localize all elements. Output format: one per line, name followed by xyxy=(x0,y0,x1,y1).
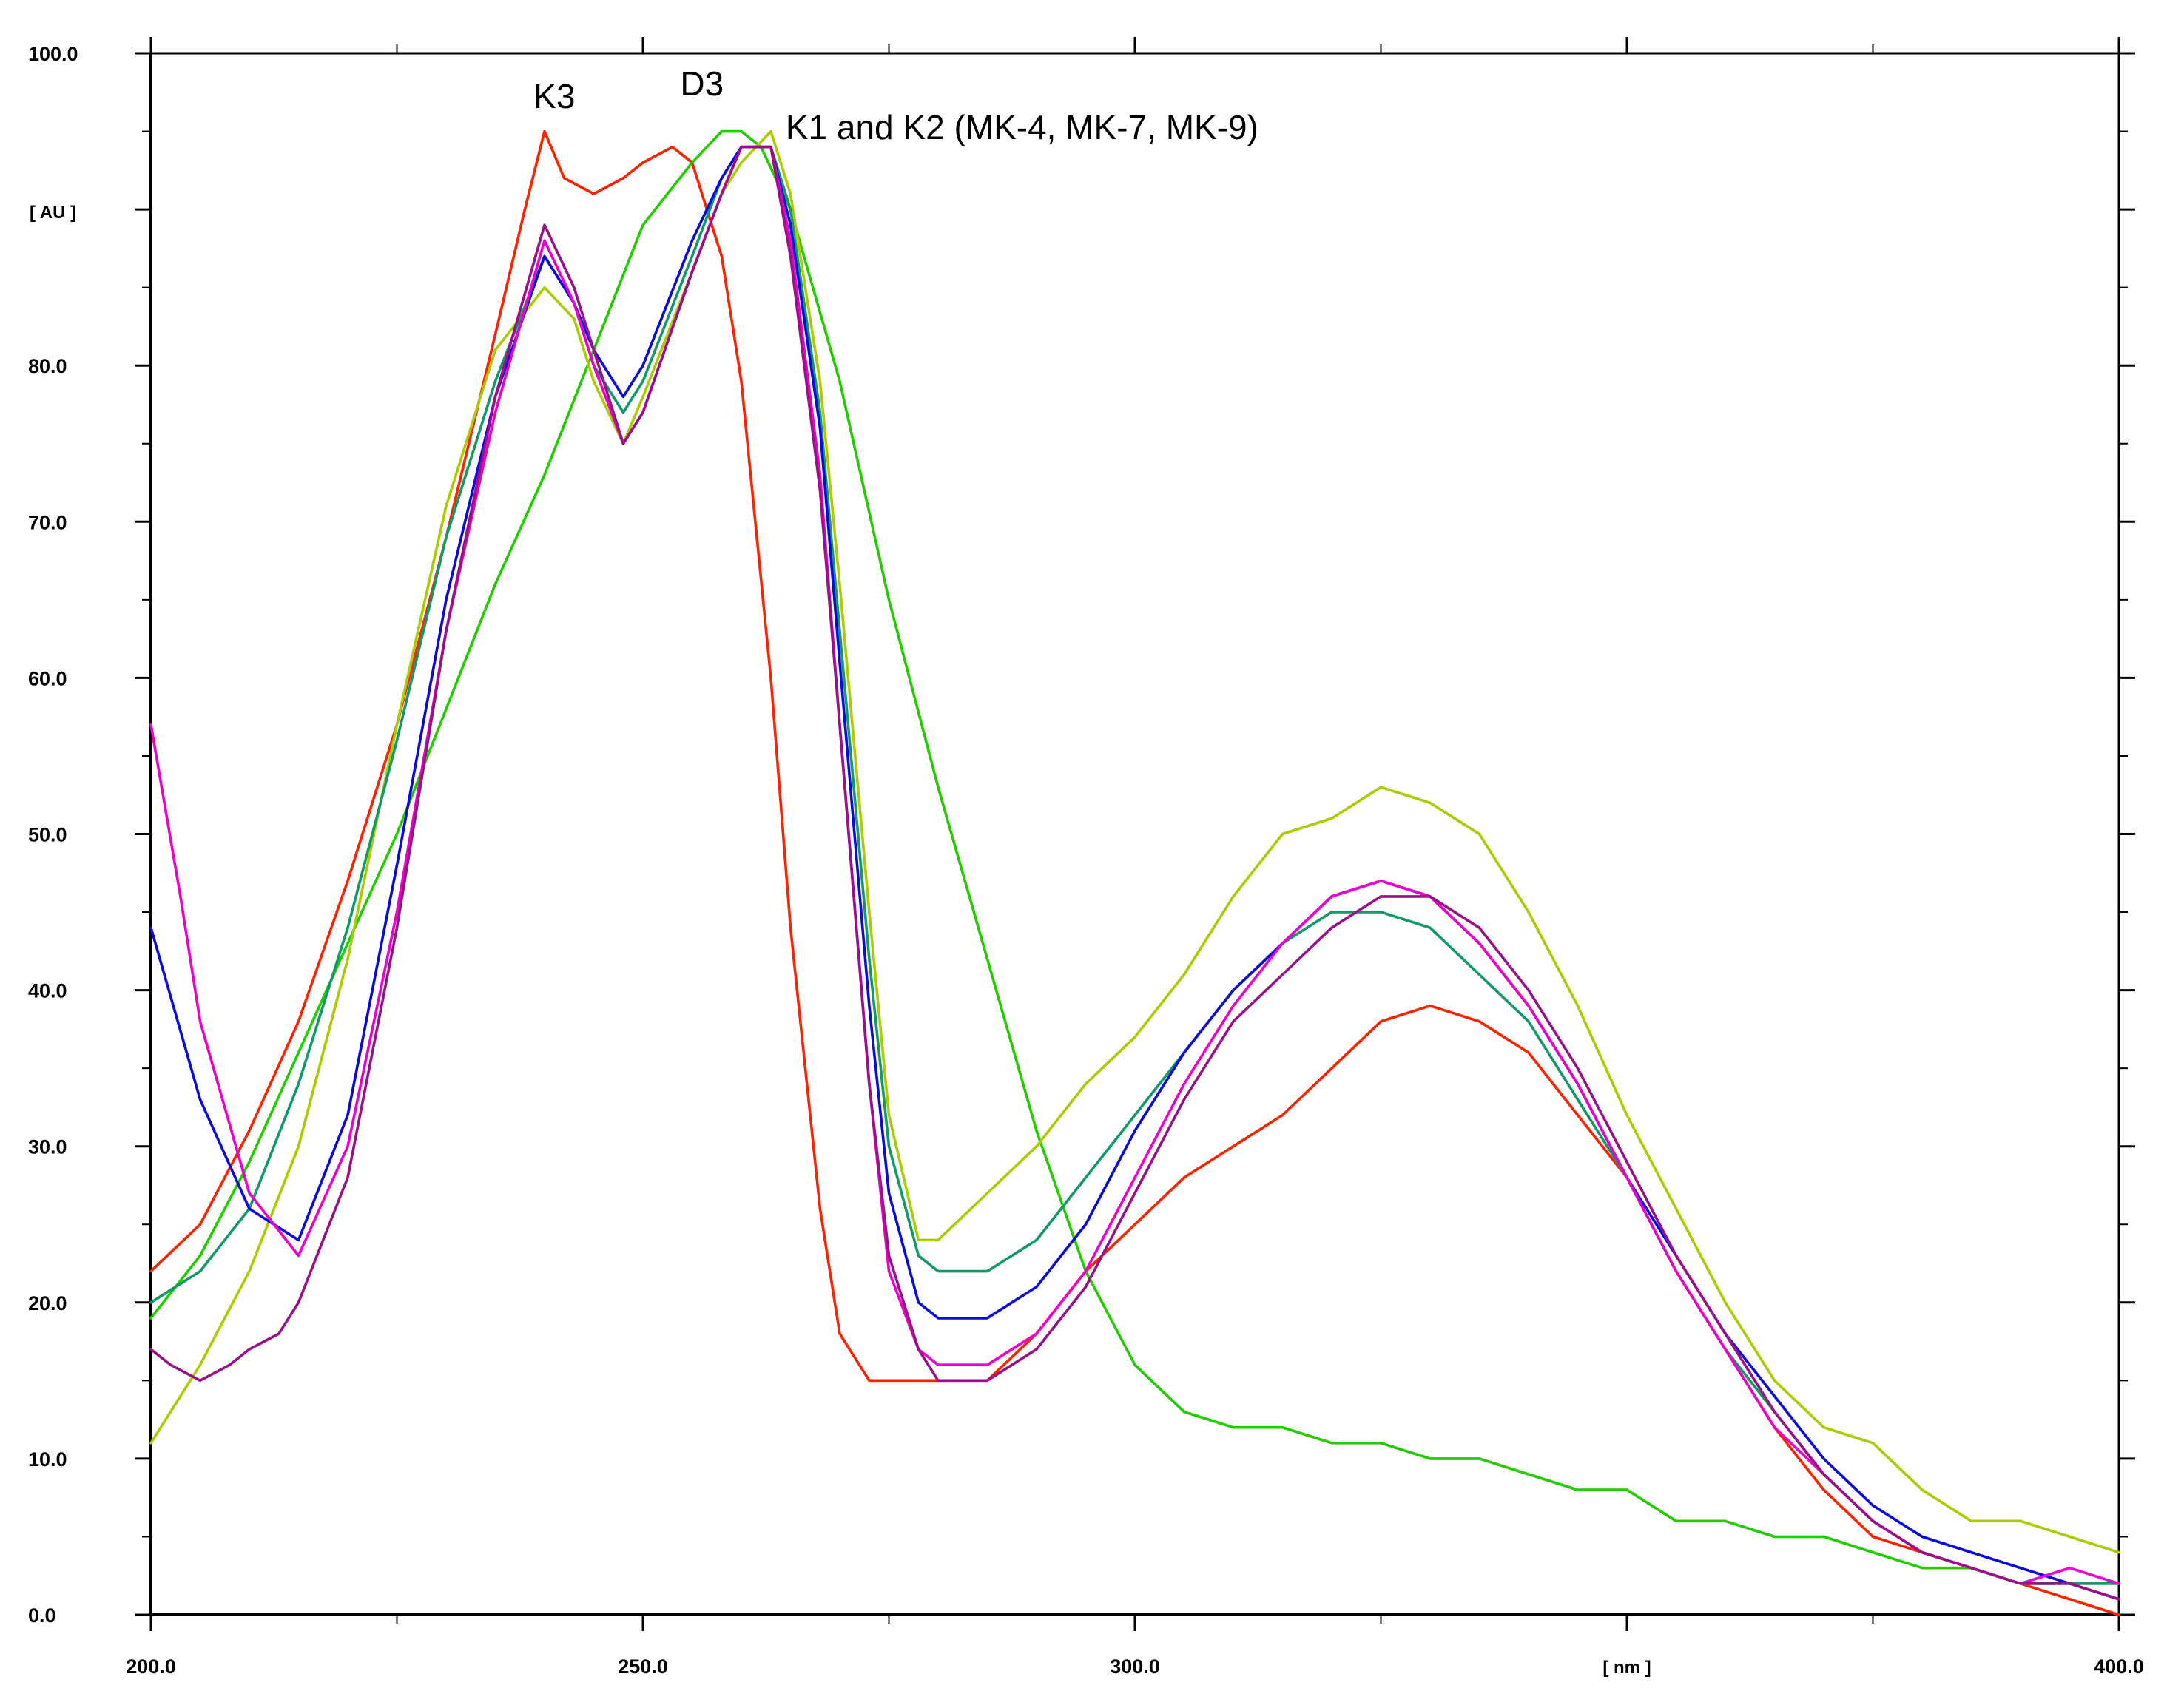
series-line-5 xyxy=(149,145,2120,1585)
y-tick-label: 40.0 xyxy=(28,980,67,1002)
series-layer xyxy=(149,129,2120,1616)
x-tick-label: 200.0 xyxy=(126,1655,176,1678)
series-line-3 xyxy=(149,145,2120,1585)
series-line-6 xyxy=(149,145,2120,1601)
axes-layer xyxy=(135,37,2135,1631)
y-tick-label: 20.0 xyxy=(28,1292,67,1314)
y-tick-label: 50.0 xyxy=(28,824,67,846)
y-tick-label: 100.0 xyxy=(28,43,78,65)
series-line-1 xyxy=(149,129,2120,1585)
y-tick-label: 30.0 xyxy=(28,1136,67,1158)
x-tick-label: 250.0 xyxy=(618,1655,668,1678)
y-tick-label: 0.0 xyxy=(28,1604,56,1627)
y-axis-unit-label: [ AU ] xyxy=(30,203,76,223)
series-line-2 xyxy=(149,129,2120,1554)
x-tick-label: 300.0 xyxy=(1110,1655,1160,1678)
x-axis-unit-label: [ nm ] xyxy=(1602,1658,1651,1678)
annotation-label: K3 xyxy=(533,77,575,115)
series-line-4 xyxy=(149,145,2120,1601)
y-tick-label: 80.0 xyxy=(28,355,67,377)
y-tick-label: 70.0 xyxy=(28,511,67,533)
x-tick-label: 400.0 xyxy=(2094,1655,2144,1678)
labels-layer: 0.0 10.0 20.0 30.0 40.0 50.0 60.0 70.0 80.0 100.0… xyxy=(28,43,2144,1678)
annotation-label: D3 xyxy=(680,64,724,103)
series-line-0 xyxy=(149,129,2120,1616)
y-tick-label: 10.0 xyxy=(28,1448,67,1471)
annotation-label: K1 and K2 (MK-4, MK-7, MK-9) xyxy=(786,108,1258,146)
y-tick-label: 60.0 xyxy=(28,667,67,689)
